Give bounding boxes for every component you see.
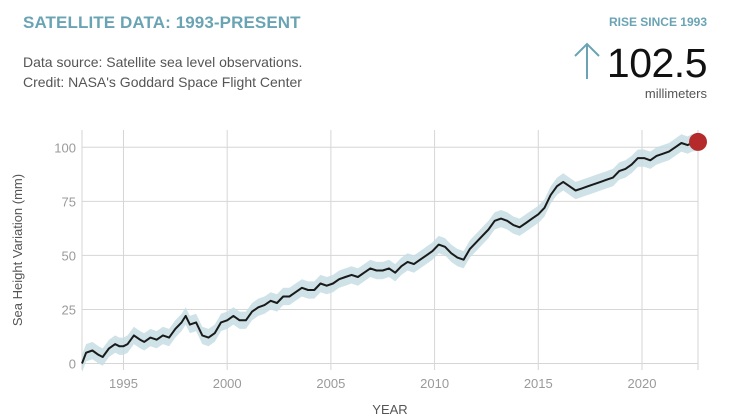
x-tick-label: 2015: [524, 376, 553, 391]
chart-title: SATELLITE DATA: 1993-PRESENT: [23, 13, 301, 32]
x-tick-label: 2000: [213, 376, 242, 391]
x-tick-label: 2005: [316, 376, 345, 391]
rise-value: 102.5: [606, 40, 708, 86]
y-axis-title: Sea Height Variation (mm): [10, 174, 25, 326]
credit-line: Credit: NASA's Goddard Space Flight Cent…: [23, 74, 302, 90]
x-tick-label: 2010: [420, 376, 449, 391]
sea-level-line: [81, 140, 699, 364]
uncertainty-band: [82, 133, 698, 373]
x-axis-ticks: 1995 2000 2005 2010 2015 2020: [109, 376, 656, 391]
y-axis-ticks: 0 25 50 75 100: [54, 140, 76, 371]
rise-unit: millimeters: [644, 86, 707, 101]
data-source-line: Data source: Satellite sea level observa…: [23, 54, 303, 70]
x-tick-label: 2020: [628, 376, 657, 391]
y-tick-label: 75: [62, 194, 76, 209]
y-tick-label: 0: [69, 357, 76, 372]
x-tick-label: 1995: [109, 376, 138, 391]
rise-since-label: RISE SINCE 1993: [608, 15, 707, 29]
latest-value-marker[interactable]: [689, 132, 707, 151]
rise-indicator: 102.5: [573, 40, 708, 86]
x-axis-title: YEAR: [372, 402, 407, 417]
y-tick-label: 100: [54, 140, 76, 155]
y-tick-label: 25: [62, 302, 76, 317]
y-tick-label: 50: [62, 248, 76, 263]
arrow-up-icon: [573, 41, 601, 86]
data-source-credit: Data source: Satellite sea level observa…: [23, 52, 302, 92]
